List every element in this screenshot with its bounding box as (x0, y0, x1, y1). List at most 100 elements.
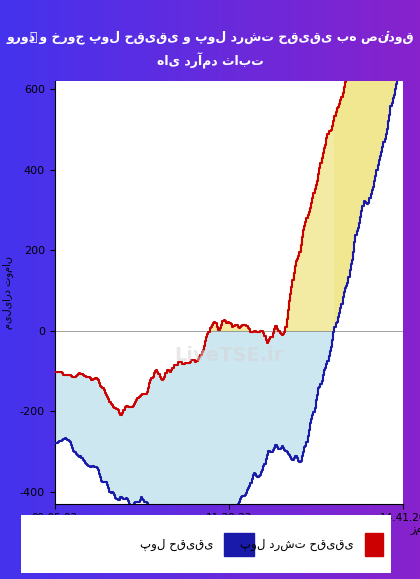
Text: های درآمد ثابت: های درآمد ثابت (157, 53, 263, 69)
Bar (101, 0, 105, 579)
Bar (315, 0, 319, 579)
Bar (151, 0, 155, 579)
Bar (332, 0, 336, 579)
Bar (8, 0, 13, 579)
Bar (130, 0, 134, 579)
Bar (25, 0, 29, 579)
Bar (357, 0, 361, 579)
Bar (46, 0, 50, 579)
Bar (193, 0, 197, 579)
Bar (176, 0, 181, 579)
Bar (235, 0, 239, 579)
Bar (97, 0, 101, 579)
Bar (105, 0, 109, 579)
Bar (290, 0, 294, 579)
Bar (71, 0, 76, 579)
Bar (118, 0, 122, 579)
Bar (59, 0, 63, 579)
Bar (17, 0, 21, 579)
Bar (168, 0, 172, 579)
Bar (265, 0, 269, 579)
Bar (80, 0, 84, 579)
Bar (197, 0, 202, 579)
Bar (302, 0, 307, 579)
Bar (277, 0, 281, 579)
Bar (218, 0, 223, 579)
Bar (122, 0, 126, 579)
Bar (134, 0, 139, 579)
Text: زمان: زمان (410, 523, 420, 534)
Bar (76, 0, 80, 579)
Bar (361, 0, 365, 579)
Bar (248, 0, 252, 579)
Bar (109, 0, 113, 579)
Bar (382, 0, 386, 579)
Text: پول حقیقی: پول حقیقی (140, 538, 213, 551)
Bar (67, 0, 71, 579)
Bar (126, 0, 130, 579)
Bar (139, 0, 143, 579)
Bar (370, 0, 374, 579)
Bar (34, 0, 38, 579)
Bar (202, 0, 206, 579)
Bar (210, 0, 214, 579)
Bar (13, 0, 17, 579)
Bar (407, 0, 412, 579)
Bar (328, 0, 332, 579)
Bar (319, 0, 323, 579)
Bar (256, 0, 260, 579)
Bar (260, 0, 265, 579)
Bar (55, 0, 59, 579)
Bar (189, 0, 193, 579)
Y-axis label: میلیارد تومان: میلیارد تومان (2, 256, 13, 329)
Bar (0, 0, 4, 579)
Bar (353, 0, 357, 579)
Bar (38, 0, 42, 579)
Bar (155, 0, 160, 579)
Bar (391, 0, 395, 579)
Bar (416, 0, 420, 579)
Bar (336, 0, 340, 579)
Bar (88, 0, 92, 579)
Text: 🔗: 🔗 (30, 31, 37, 44)
Bar (294, 0, 298, 579)
Bar (349, 0, 353, 579)
Bar (298, 0, 302, 579)
FancyBboxPatch shape (13, 514, 398, 574)
Bar (29, 0, 34, 579)
Bar (412, 0, 416, 579)
Bar (181, 0, 185, 579)
Bar (273, 0, 277, 579)
Bar (231, 0, 235, 579)
Bar (386, 0, 391, 579)
Bar (378, 0, 382, 579)
Bar (286, 0, 290, 579)
Bar (21, 0, 25, 579)
Bar (311, 0, 315, 579)
Bar (160, 0, 164, 579)
Bar (340, 0, 344, 579)
Bar (92, 0, 97, 579)
Bar (206, 0, 210, 579)
Bar (50, 0, 55, 579)
Bar (244, 0, 248, 579)
Bar (224, 533, 254, 556)
Bar (227, 0, 231, 579)
Bar (113, 0, 118, 579)
Bar (269, 0, 273, 579)
Bar (63, 0, 67, 579)
Bar (164, 0, 168, 579)
Bar (365, 0, 370, 579)
Bar (395, 0, 399, 579)
Bar (239, 0, 244, 579)
Bar (214, 0, 218, 579)
Bar (323, 0, 328, 579)
Bar (42, 0, 46, 579)
Bar (223, 0, 227, 579)
Bar (252, 0, 256, 579)
Bar (307, 0, 311, 579)
Bar (4, 0, 8, 579)
Bar (143, 0, 147, 579)
Bar (403, 0, 407, 579)
Bar (399, 0, 403, 579)
